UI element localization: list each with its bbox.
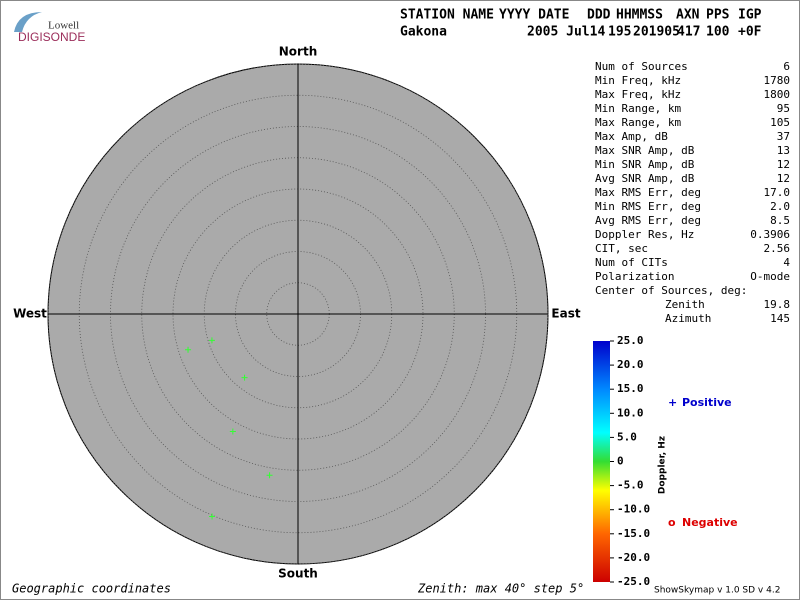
colorbar-label: 25.0 <box>617 334 644 347</box>
footer-coords: Geographic coordinates <box>12 582 171 596</box>
stat-label: Num of CITs <box>595 256 668 269</box>
colorbar-label: -15.0 <box>617 527 650 540</box>
stat-value: 2.0 <box>770 200 790 213</box>
logo-top: Lowell <box>48 20 79 32</box>
header-label: PPS <box>706 8 730 23</box>
header-value: 201905 <box>633 25 680 40</box>
header-value: 195 <box>608 25 631 40</box>
stat-value: 8.5 <box>770 214 790 227</box>
stat-label: Max Amp, dB <box>595 130 668 143</box>
source-point <box>208 337 215 344</box>
colorbar-label: 10.0 <box>617 406 644 419</box>
source-point <box>229 428 236 435</box>
source-point <box>266 472 273 479</box>
stat-label: Avg RMS Err, deg <box>595 214 701 227</box>
stat-value: O-mode <box>750 270 790 283</box>
stat-label: Max Freq, kHz <box>595 88 681 101</box>
stat-value: 0.3906 <box>750 228 790 241</box>
dir-west: West <box>13 307 47 321</box>
colorbar-label: 5.0 <box>617 430 637 443</box>
footer-zenith: Zenith: max 40° step 5° <box>417 582 584 596</box>
logo-name: DIGISONDE <box>18 30 85 44</box>
legend-negative-symbol: o <box>668 516 676 529</box>
stat-label: Max SNR Amp, dB <box>595 144 695 157</box>
colorbar-label: -10.0 <box>617 503 650 516</box>
colorbar-label: 20.0 <box>617 358 644 371</box>
stat-value: 17.0 <box>764 186 791 199</box>
stat-value: 12 <box>777 172 790 185</box>
stat-value: 1800 <box>764 88 791 101</box>
header-value: 2005 Jul14 <box>527 25 605 40</box>
colorbar-label: 15.0 <box>617 382 644 395</box>
source-point <box>241 374 248 381</box>
stat-label: Zenith <box>665 298 705 311</box>
logo-swoosh <box>14 12 42 32</box>
source-point <box>185 346 192 353</box>
header-label: HHMMSS <box>616 8 663 23</box>
stat-value: 37 <box>777 130 790 143</box>
legend-positive: Positive <box>682 396 732 409</box>
header-label: YYYY DATE <box>499 8 569 23</box>
stat-label: Min SNR Amp, dB <box>595 158 695 171</box>
dir-north: North <box>279 45 317 59</box>
stat-label: Avg SNR Amp, dB <box>595 172 695 185</box>
header-value: Gakona <box>400 25 447 40</box>
dir-south: South <box>278 567 318 581</box>
stat-heading: Center of Sources, deg: <box>595 284 747 297</box>
colorbar-title: Doppler, Hz <box>658 436 668 494</box>
stat-label: Doppler Res, Hz <box>595 228 694 241</box>
stat-label: Min Range, km <box>595 102 681 115</box>
stat-label: Azimuth <box>665 312 711 325</box>
dir-east: East <box>551 307 580 321</box>
stat-value: 4 <box>783 256 790 269</box>
stat-label: Num of Sources <box>595 60 688 73</box>
stat-value: 95 <box>777 102 790 115</box>
colorbar-label: -25.0 <box>617 575 650 588</box>
stat-label: Max RMS Err, deg <box>595 186 701 199</box>
colorbar-label: 0 <box>617 455 624 468</box>
source-point <box>209 513 216 520</box>
colorbar-label: -20.0 <box>617 551 650 564</box>
stat-value: 6 <box>783 60 790 73</box>
header-label: STATION NAME <box>400 8 494 23</box>
stat-value: 2.56 <box>764 242 791 255</box>
stat-label: Min Freq, kHz <box>595 74 681 87</box>
legend-positive-symbol: + <box>668 396 677 409</box>
header-value: 417 <box>677 25 700 40</box>
stat-label: Min RMS Err, deg <box>595 200 701 213</box>
header-value: +0F <box>738 25 762 40</box>
stat-value: 13 <box>777 144 790 157</box>
colorbar-label: -5.0 <box>617 479 644 492</box>
legend-negative: Negative <box>682 516 738 529</box>
header-value: 100 <box>706 25 730 40</box>
stat-value: 1780 <box>764 74 791 87</box>
stat-label: CIT, sec <box>595 242 648 255</box>
stat-label: Max Range, km <box>595 116 681 129</box>
stat-value: 19.8 <box>764 298 791 311</box>
colorbar <box>593 341 610 582</box>
header-label: IGP <box>738 8 762 23</box>
footer-version: ShowSkymap v 1.0 SD v 4.2 <box>654 586 780 596</box>
header-label: DDD <box>587 8 611 23</box>
stat-label: Polarization <box>595 270 674 283</box>
stat-value: 145 <box>770 312 790 325</box>
header-label: AXN <box>676 8 700 23</box>
stat-value: 12 <box>777 158 790 171</box>
stat-value: 105 <box>770 116 790 129</box>
